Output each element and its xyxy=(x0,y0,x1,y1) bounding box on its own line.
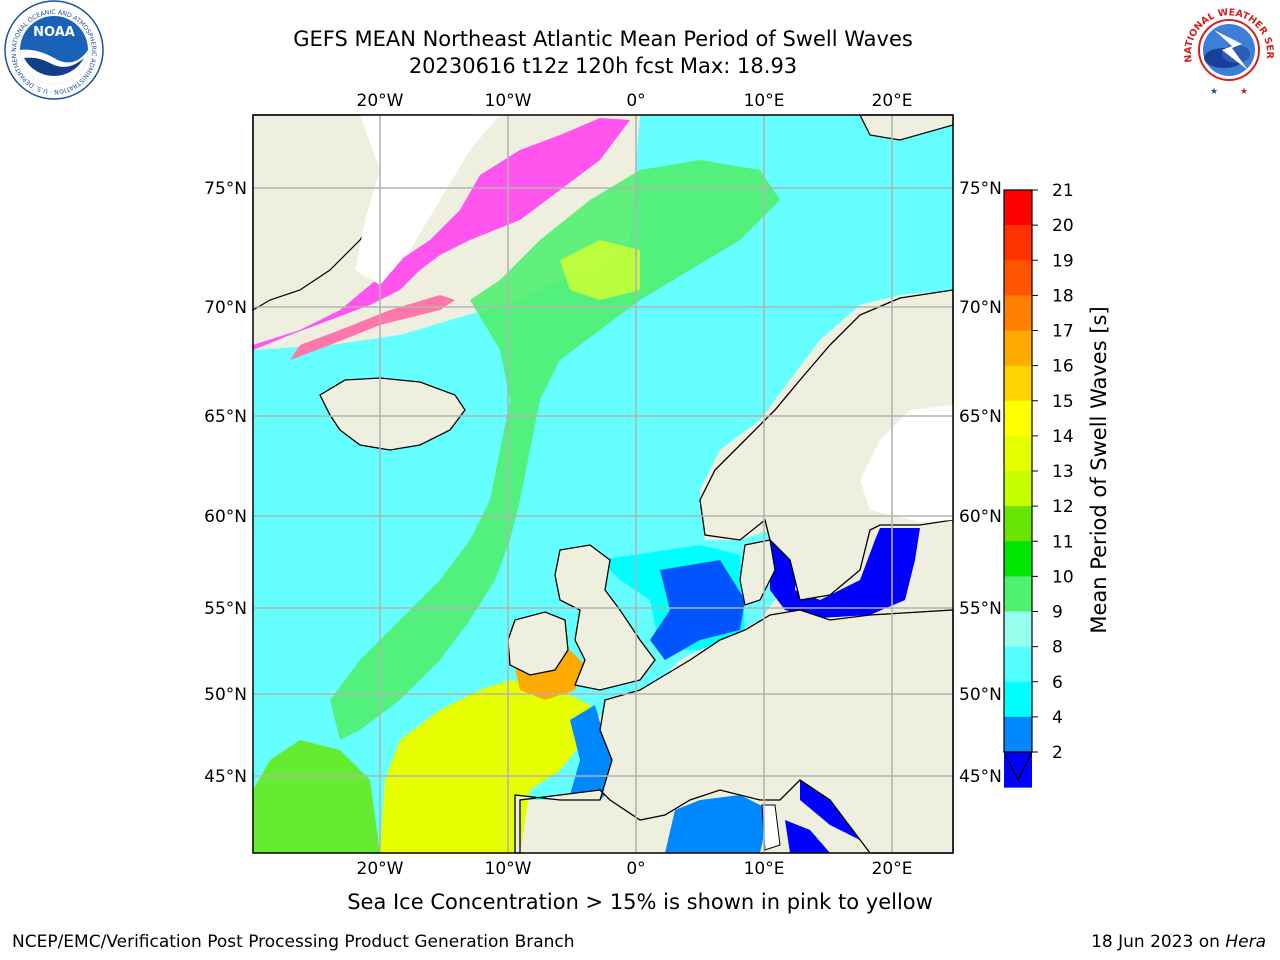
lon-label-top: 0° xyxy=(626,91,645,111)
lat-label-right: 65°N xyxy=(959,407,1002,427)
chart-subtitle: 20230616 t12z 120h fcst Max: 18.93 xyxy=(408,54,798,78)
gulf-bothnia-ice-white xyxy=(860,405,953,522)
footer-date-text: 18 Jun 2023 on xyxy=(1091,932,1226,952)
colorbar-segment xyxy=(1004,435,1032,472)
yellow-swell-south xyxy=(380,680,590,853)
lon-label-bottom: 10°W xyxy=(485,859,532,879)
lat-label-left: 55°N xyxy=(204,599,247,619)
sea-ice-fringe xyxy=(290,295,455,360)
lat-label-left: 70°N xyxy=(204,298,247,318)
noaa-logo-text: NOAA xyxy=(33,25,75,40)
sea-ice-note: Sea Ice Concentration > 15% is shown in … xyxy=(347,890,933,914)
lat-label-right: 70°N xyxy=(959,298,1002,318)
colorbar-segment xyxy=(1004,716,1032,753)
colorbar-tick-label: 13 xyxy=(1052,462,1074,482)
colorbar-tick-label: 2 xyxy=(1052,743,1063,763)
lon-label-top: 10°W xyxy=(485,91,532,111)
colorbar-tick-label: 6 xyxy=(1052,673,1063,693)
continental-europe xyxy=(514,609,954,854)
colorbar-tick-label: 8 xyxy=(1052,638,1063,658)
lon-label-top: 10°E xyxy=(744,91,785,111)
colorbar-tick-label: 17 xyxy=(1052,322,1074,342)
lat-label-left: 50°N xyxy=(204,685,247,705)
colorbar-segment xyxy=(1004,400,1032,437)
colorbar-segment xyxy=(1004,576,1032,612)
colorbar: 21 20 19 18 17 16 15 14 13 12 11 10 9 8 6 4 2 xyxy=(1003,181,1074,788)
colorbar-tick-label: 16 xyxy=(1052,357,1074,377)
colorbar-tick-label: 10 xyxy=(1052,567,1074,587)
denmark xyxy=(739,539,776,606)
lon-label-top: 20°E xyxy=(872,91,913,111)
colorbar-tick-label: 18 xyxy=(1052,286,1074,306)
great-britain xyxy=(554,544,656,691)
graticule xyxy=(253,115,953,853)
footer-credit: NCEP/EMC/Verification Post Processing Pr… xyxy=(12,932,575,952)
lon-label-top: 20°W xyxy=(357,91,404,111)
colorbar-tick-label: 20 xyxy=(1052,216,1074,236)
colorbar-segment xyxy=(1004,541,1032,577)
lon-label-bottom: 20°W xyxy=(357,859,404,879)
colorbar-segment xyxy=(1004,225,1032,261)
lat-label-right: 55°N xyxy=(959,599,1002,619)
colorbar-segment xyxy=(1004,260,1032,296)
scandinavia xyxy=(699,289,954,601)
chart-title: GEFS MEAN Northeast Atlantic Mean Period… xyxy=(293,27,913,51)
colorbar-segment xyxy=(1004,611,1032,648)
colorbar-segment xyxy=(1004,506,1032,542)
colorbar-segment xyxy=(1004,681,1032,718)
mediterranean-west xyxy=(665,795,770,853)
sea-ice-band xyxy=(253,118,630,350)
lat-label-left: 60°N xyxy=(204,507,247,527)
colorbar-tick-label: 15 xyxy=(1052,392,1074,412)
lat-label-left: 75°N xyxy=(204,179,247,199)
colorbar-segment xyxy=(1004,190,1032,226)
lon-label-bottom: 0° xyxy=(626,859,645,879)
colorbar-tick-label: 21 xyxy=(1052,181,1074,201)
svg-text:★: ★ xyxy=(1240,87,1248,97)
noaa-logo: NATIONAL OCEANIC AND ATMOSPHERIC ADMINIS… xyxy=(2,0,104,100)
colorbar-segment xyxy=(1004,295,1032,331)
lat-label-right: 60°N xyxy=(959,507,1002,527)
colorbar-tick-label: 11 xyxy=(1052,532,1074,552)
footer-date: 18 Jun 2023 on Hera xyxy=(1091,932,1266,952)
yellow-swell-north xyxy=(560,240,640,300)
colorbar-tick-label: 14 xyxy=(1052,427,1074,447)
lat-label-right: 50°N xyxy=(959,685,1002,705)
ice-white-greenland xyxy=(355,115,500,285)
colorbar-segment xyxy=(1004,646,1032,683)
colorbar-segment xyxy=(1004,365,1032,402)
nws-logo: NATIONAL WEATHER SERVICE ★ ★ xyxy=(1178,0,1277,98)
lat-label-left: 45°N xyxy=(204,767,247,787)
lat-label-right: 75°N xyxy=(959,179,1002,199)
colorbar-segment xyxy=(1004,330,1032,367)
colorbar-segment xyxy=(1004,471,1032,507)
orange-swell-channel xyxy=(515,650,585,700)
southern-north-sea xyxy=(650,560,745,660)
svg-text:★: ★ xyxy=(1210,87,1218,97)
footer-host: Hera xyxy=(1225,932,1266,952)
lat-label-right: 45°N xyxy=(959,767,1002,787)
lon-label-bottom: 20°E xyxy=(872,859,913,879)
lat-label-left: 65°N xyxy=(204,407,247,427)
colorbar-tick-label: 19 xyxy=(1052,251,1074,271)
map-frame xyxy=(252,114,954,854)
green-swell-southwest xyxy=(253,740,380,853)
lon-label-bottom: 10°E xyxy=(744,859,785,879)
green-swell-north xyxy=(330,160,780,740)
colorbar-label: Mean Period of Swell Waves [s] xyxy=(1087,306,1111,633)
colorbar-tick-label: 12 xyxy=(1052,497,1074,517)
colorbar-tick-label: 4 xyxy=(1052,708,1063,728)
tyrrhenian xyxy=(785,820,830,853)
colorbar-tick-label: 9 xyxy=(1052,603,1063,623)
